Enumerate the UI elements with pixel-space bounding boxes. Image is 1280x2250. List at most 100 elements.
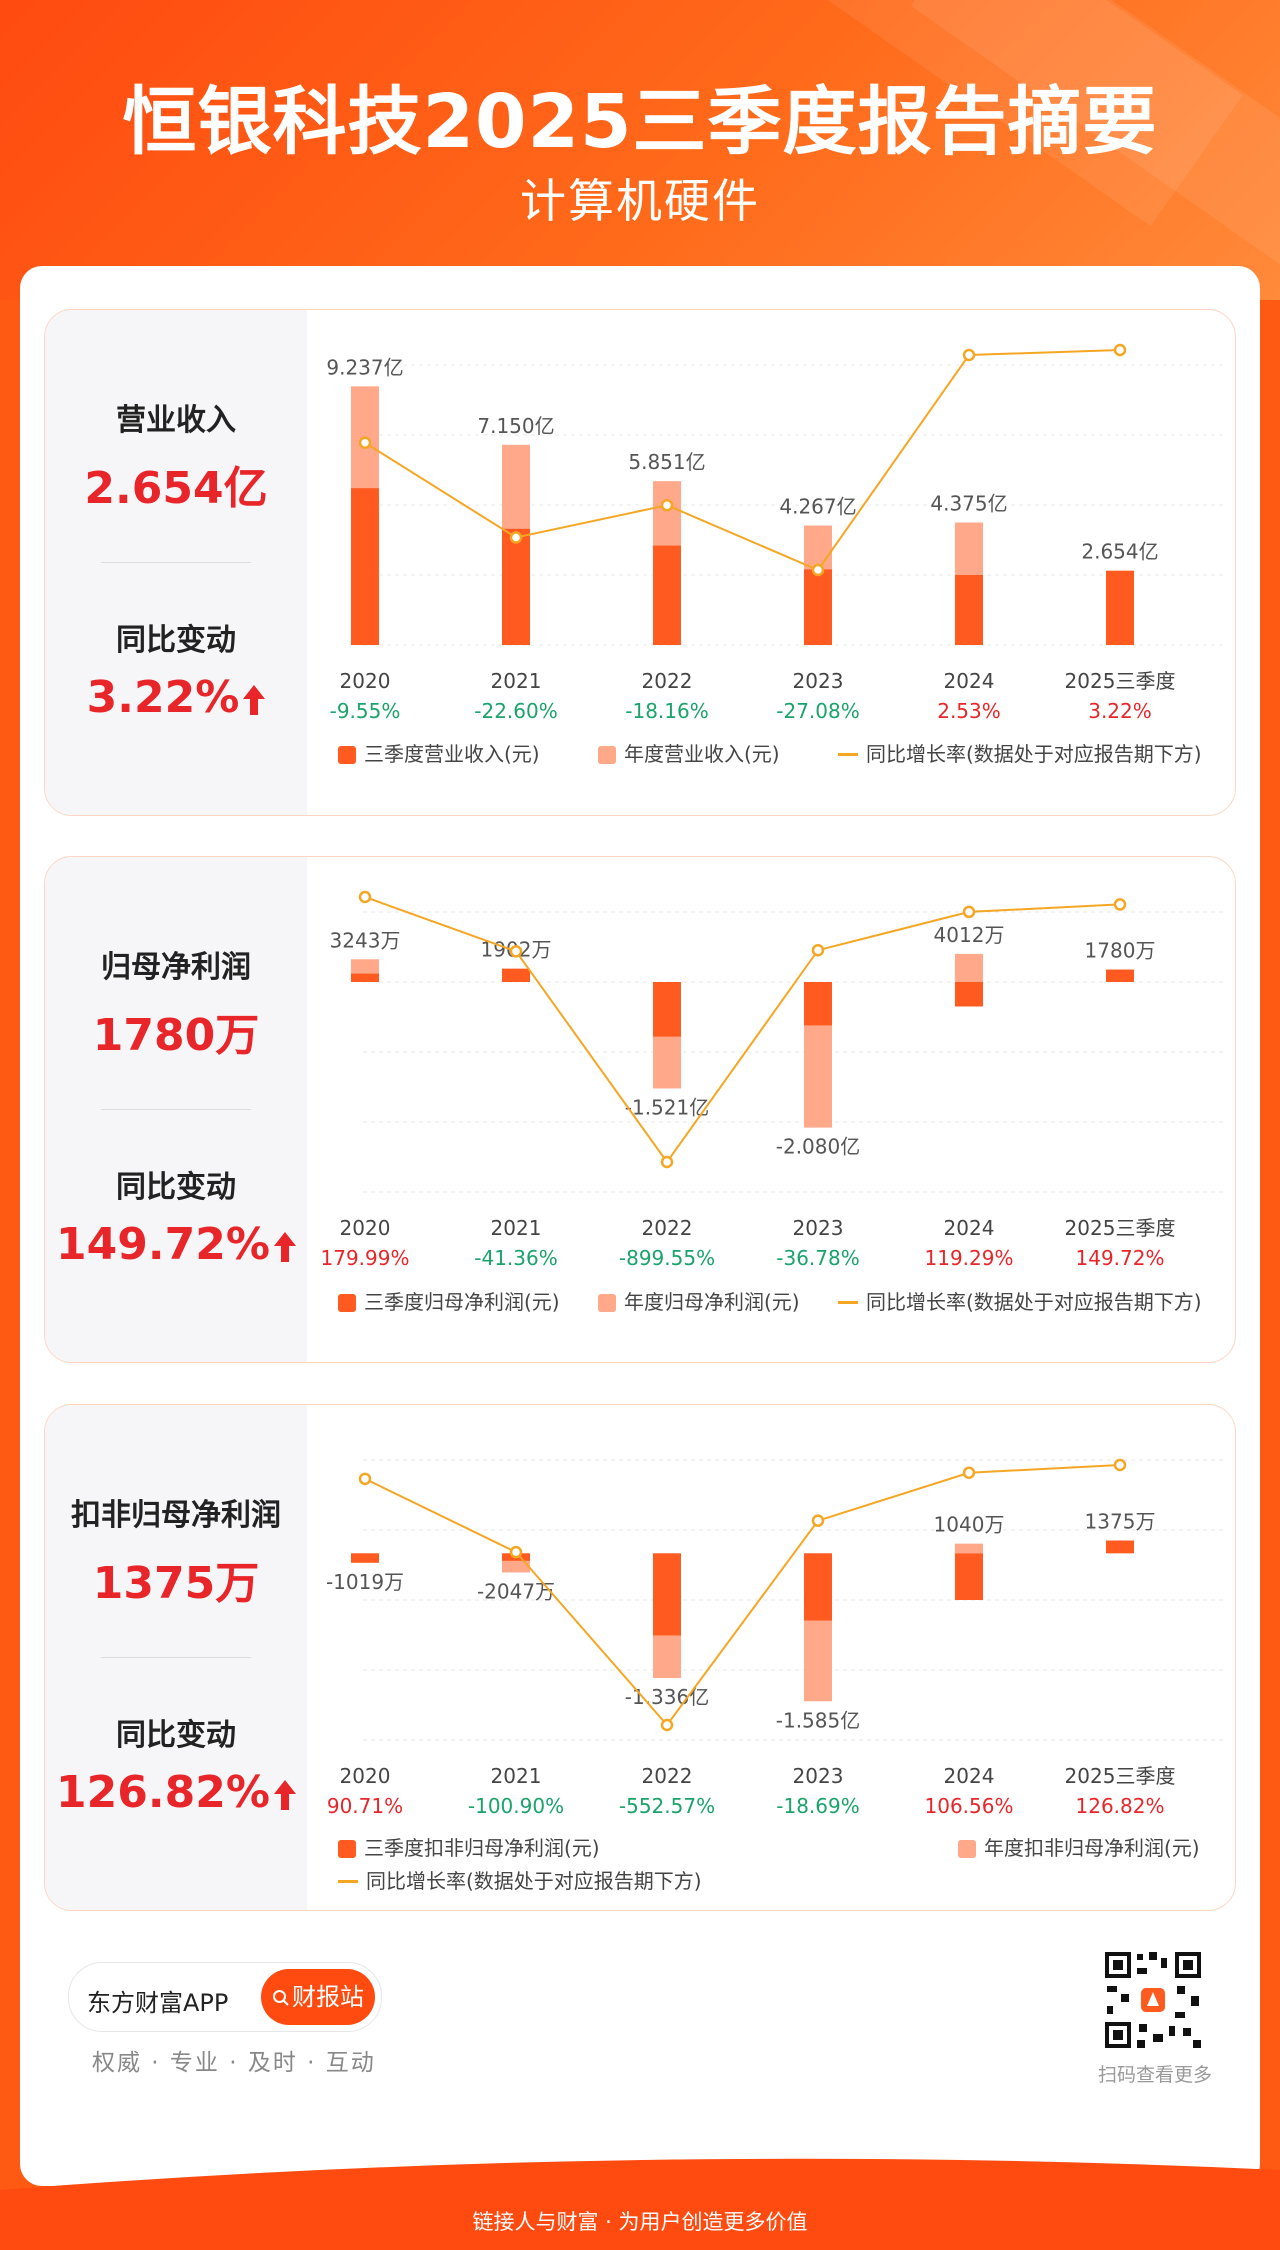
growth-point (660, 498, 674, 512)
change-value: 126.82% (45, 1767, 307, 1818)
category-label: 2023 (793, 669, 844, 693)
growth-label: -18.16% (625, 699, 708, 723)
divider (101, 562, 251, 563)
legend-line-swatch (338, 1880, 358, 1883)
growth-point (509, 945, 523, 958)
value-label: -1019万 (326, 1570, 404, 1594)
category-label: 2022 (642, 669, 693, 693)
header-banner: 恒银科技2025三季度报告摘要 计算机硬件 (0, 0, 1280, 300)
bottom-wave (0, 2158, 1280, 2250)
value-label: 4012万 (934, 923, 1005, 947)
category-label: 2023 (793, 1764, 844, 1788)
metric-value: 1375万 (92, 1558, 260, 1609)
growth-label: -36.78% (776, 1246, 859, 1270)
growth-point (358, 436, 372, 449)
growth-point (962, 1466, 976, 1480)
q3-bar (804, 1553, 832, 1621)
value-label: -2.080亿 (776, 1135, 860, 1159)
value-label: -1.521亿 (625, 1095, 709, 1119)
metric-sidebar: 归母净利润 1780万 同比变动 149.72% (45, 857, 307, 1362)
growth-label: 2.53% (937, 699, 1001, 723)
category-label: 2021 (491, 1216, 542, 1240)
growth-label: 106.56% (925, 1794, 1014, 1818)
q3-bar (1106, 570, 1134, 645)
growth-point (358, 890, 372, 904)
growth-point (1113, 898, 1127, 911)
category-label: 2025三季度 (1065, 669, 1176, 693)
q3-bar (1106, 1540, 1134, 1554)
value-label: 1040万 (934, 1513, 1005, 1537)
category-label: 2020 (340, 669, 391, 693)
metric-label: 扣非归母净利润 (71, 1498, 281, 1533)
growth-point (1113, 343, 1127, 357)
growth-point (660, 1155, 674, 1169)
change-label: 同比变动 (116, 1718, 236, 1753)
slogan: 权威 · 专业 · 及时 · 互动 (92, 2050, 376, 2076)
value-label: 4.267亿 (779, 495, 856, 519)
growth-label: -27.08% (776, 699, 859, 723)
growth-point (509, 531, 523, 544)
divider (101, 1109, 251, 1110)
growth-point (811, 1514, 825, 1527)
q3-bar (653, 1553, 681, 1636)
legend-q3: 三季度营业收入(元) (338, 738, 540, 767)
q3-bar (351, 1553, 379, 1563)
legend-swatch (958, 1840, 976, 1858)
app-search-bar[interactable]: 东方财富APP 财报站 (68, 1962, 382, 2032)
qr-code-icon[interactable] (1103, 1950, 1203, 2050)
growth-label: -9.55% (330, 699, 401, 723)
change-value: 3.22% (45, 672, 307, 723)
growth-point (811, 563, 825, 577)
category-label: 2021 (491, 669, 542, 693)
growth-label: 126.82% (1076, 1794, 1165, 1818)
page-subtitle: 计算机硬件 (520, 174, 760, 228)
growth-label: 90.71% (327, 1794, 403, 1818)
growth-point (1113, 1458, 1127, 1472)
metric-value: 2.654亿 (84, 463, 268, 514)
net-profit-chart: 3243万2020179.99%1902万2021-41.36%-1.521亿2… (321, 890, 1223, 1270)
growth-label: 119.29% (925, 1246, 1014, 1270)
q3-bar (351, 488, 379, 645)
category-label: 2020 (340, 1764, 391, 1788)
change-value: 149.72% (45, 1219, 307, 1270)
legend-line-swatch (838, 1301, 858, 1304)
q3-bar (804, 569, 832, 645)
category-label: 2022 (642, 1216, 693, 1240)
category-label: 2023 (793, 1216, 844, 1240)
annual-bar (955, 1543, 983, 1554)
value-label: -1.336亿 (625, 1685, 709, 1709)
category-label: 2025三季度 (1065, 1764, 1176, 1788)
q3-bar (653, 982, 681, 1037)
growth-point (509, 1545, 523, 1559)
metric-label: 营业收入 (116, 403, 236, 438)
category-label: 2025三季度 (1065, 1216, 1176, 1240)
legend-swatch (338, 1294, 356, 1312)
value-label: 9.237亿 (326, 355, 403, 379)
report-station-button[interactable]: 财报站 (261, 1969, 375, 2025)
metric-value: 1780万 (92, 1010, 260, 1061)
metric-sidebar: 扣非归母净利润 1375万 同比变动 126.82% (45, 1405, 307, 1910)
value-label: 2.654亿 (1081, 540, 1158, 564)
category-label: 2024 (944, 669, 995, 693)
revenue-chart: 9.237亿 2020 -9.55% 7.150亿 2021 -22.60% 5.851亿 2… (326, 343, 1223, 723)
category-label: 2022 (642, 1764, 693, 1788)
growth-point (811, 943, 825, 957)
growth-label: -100.90% (468, 1794, 564, 1818)
legend-line-swatch (838, 753, 858, 756)
legend-line: 同比增长率(数据处于对应报告期下方) (838, 1286, 1202, 1315)
arrow-up-icon (243, 685, 266, 715)
qr-caption: 扫码查看更多 (1097, 2064, 1212, 2086)
category-label: 2024 (944, 1216, 995, 1240)
q3-bar (502, 528, 530, 645)
legend-swatch (338, 746, 356, 764)
q3-bar (955, 1553, 983, 1600)
page-title: 恒银科技2025三季度报告摘要 (122, 79, 1158, 165)
growth-point (660, 1718, 674, 1732)
growth-label: 179.99% (321, 1246, 410, 1270)
q3-bar (653, 545, 681, 645)
legend-swatch (598, 1294, 616, 1312)
q3-bar (955, 575, 983, 645)
value-label: 5.851亿 (628, 450, 705, 474)
legend-q3: 三季度扣非归母净利润(元) (338, 1832, 600, 1861)
arrow-up-icon (273, 1780, 296, 1810)
